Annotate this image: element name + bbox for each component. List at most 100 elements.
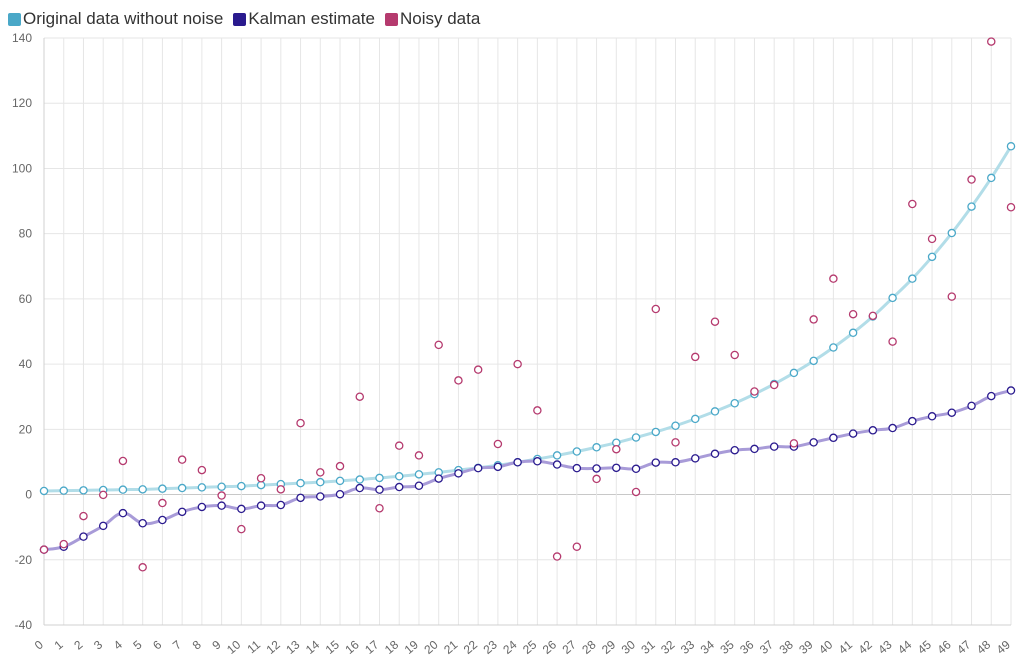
data-point-kalman (848, 429, 858, 438)
data-point-original (710, 407, 720, 416)
data-point-noisy (59, 539, 68, 549)
data-point-noisy (276, 485, 286, 494)
data-point-noisy (138, 563, 147, 572)
data-point-kalman (987, 391, 996, 401)
data-point-original (552, 451, 562, 460)
x-tick-label: 19 (402, 637, 421, 657)
data-point-original (848, 328, 858, 338)
data-point-kalman (177, 507, 187, 517)
legend-item-noisy[interactable]: Noisy data (384, 9, 480, 29)
data-point-noisy (789, 439, 799, 448)
x-tick-label: 46 (934, 637, 953, 657)
data-point-original (39, 486, 49, 496)
x-tick-label: 5 (130, 637, 144, 652)
data-point-original (829, 343, 838, 352)
x-tick-label: 2 (71, 637, 85, 652)
data-point-noisy (118, 456, 128, 466)
data-point-noisy (552, 552, 562, 561)
data-point-noisy (750, 387, 759, 396)
data-point-kalman (256, 501, 266, 510)
data-point-kalman (927, 412, 937, 421)
data-point-kalman (612, 463, 621, 473)
data-point-noisy (256, 473, 266, 483)
data-point-noisy (414, 451, 424, 460)
data-point-original (789, 368, 799, 378)
data-point-kalman (296, 493, 305, 503)
chart-legend: Original data without noise Kalman estim… (8, 8, 480, 30)
data-point-original (335, 476, 345, 486)
x-tick-label: 34 (698, 637, 717, 657)
x-tick-label: 38 (777, 637, 796, 657)
data-point-kalman (631, 464, 641, 474)
data-point-original (59, 486, 68, 495)
data-point-noisy (177, 455, 187, 464)
y-tick-label: 120 (12, 96, 32, 110)
data-point-noisy (197, 465, 207, 475)
x-tick-label: 11 (244, 637, 263, 656)
data-point-original (927, 252, 937, 262)
data-point-kalman (414, 481, 424, 491)
data-point-kalman (809, 438, 818, 447)
x-tick-label: 42 (856, 637, 875, 657)
data-point-noisy (769, 380, 779, 390)
data-point-kalman (375, 485, 384, 494)
legend-swatch-kalman-icon (233, 12, 247, 26)
data-point-original (631, 433, 641, 442)
y-tick-label: 140 (12, 31, 32, 45)
data-point-noisy (533, 406, 542, 415)
data-point-noisy (631, 487, 641, 497)
x-tick-label: 16 (342, 637, 361, 657)
data-point-original (967, 202, 976, 211)
data-point-kalman (355, 483, 365, 493)
data-point-noisy (888, 337, 897, 346)
x-tick-label: 28 (579, 637, 598, 657)
data-point-kalman (1006, 386, 1016, 395)
data-point-kalman (671, 458, 680, 467)
data-point-noisy (927, 234, 937, 244)
data-point-kalman (513, 458, 522, 467)
data-point-kalman (769, 442, 779, 451)
data-point-original (809, 356, 818, 366)
x-tick-label: 14 (303, 637, 322, 657)
x-tick-label: 32 (658, 637, 677, 657)
x-tick-label: 8 (190, 637, 204, 652)
data-point-noisy (671, 438, 680, 447)
data-point-noisy (355, 392, 365, 401)
y-tick-label: -40 (15, 618, 33, 632)
data-point-original (296, 478, 305, 488)
x-tick-label: 24 (500, 637, 519, 657)
data-point-noisy (237, 524, 246, 534)
y-tick-label: 0 (25, 488, 32, 502)
data-point-noisy (651, 304, 661, 314)
data-point-noisy (316, 468, 325, 477)
x-tick-label: 25 (520, 637, 539, 657)
data-point-original (592, 443, 601, 452)
data-point-original (947, 228, 957, 238)
data-point-kalman (690, 454, 700, 463)
data-point-kalman (473, 463, 483, 473)
data-point-noisy (473, 365, 483, 374)
data-point-noisy (296, 418, 305, 428)
x-tick-label: 23 (481, 637, 500, 657)
data-point-kalman (98, 521, 108, 531)
y-tick-label: 20 (19, 422, 33, 436)
data-point-kalman (730, 445, 739, 455)
legend-item-original[interactable]: Original data without noise (8, 9, 223, 29)
y-tick-label: -20 (15, 553, 33, 567)
data-point-kalman (276, 500, 286, 510)
data-point-noisy (809, 315, 818, 324)
data-point-noisy (987, 37, 996, 46)
x-tick-label: 17 (362, 637, 381, 657)
data-point-kalman (750, 444, 759, 454)
data-point-kalman (316, 492, 325, 501)
x-tick-label: 33 (678, 637, 697, 657)
data-point-noisy (513, 359, 522, 369)
data-point-kalman (394, 482, 404, 492)
x-tick-label: 9 (209, 637, 223, 652)
data-point-original (79, 486, 88, 495)
x-tick-label: 47 (954, 637, 973, 657)
x-tick-label: 15 (323, 637, 342, 657)
legend-item-kalman[interactable]: Kalman estimate (233, 9, 375, 29)
data-point-kalman (138, 519, 147, 528)
data-point-original (888, 293, 897, 303)
